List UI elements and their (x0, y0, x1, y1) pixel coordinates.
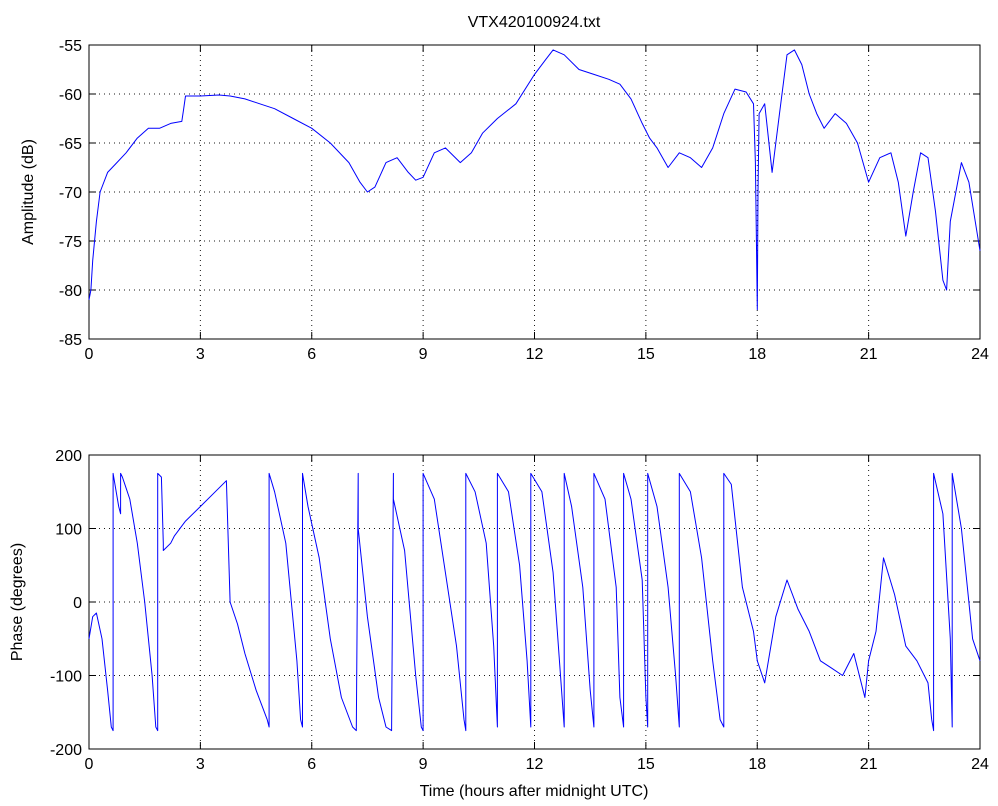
amplitude-y-tick-label: -85 (59, 332, 82, 349)
phase-ticks (88, 454, 981, 750)
amplitude-x-tick-label: 24 (971, 346, 989, 363)
amplitude-series (88, 49, 981, 311)
amplitude-chart-title: VTX420100924.txt (468, 14, 601, 31)
phase-x-tick-label: 3 (196, 756, 205, 773)
amplitude-tick-labels: 0 3 6 9 12 15 18 21 24 -85 -80 -75 -70 -65 -60 -55 (59, 38, 989, 363)
phase-y-tick-label: 200 (55, 448, 82, 465)
amplitude-y-tick-label: -55 (59, 38, 82, 55)
amplitude-y-tick-label: -60 (59, 87, 82, 104)
phase-x-tick-label: 9 (419, 756, 428, 773)
phase-x-tick-label: 21 (860, 756, 878, 773)
amplitude-y-tick-label: -75 (59, 234, 82, 251)
phase-y-tick-label: 0 (73, 595, 82, 612)
amplitude-subplot: 0 3 6 9 12 15 18 21 24 -85 -80 -75 -70 -65 -60 -55 VTX4… (20, 14, 989, 363)
phase-x-tick-label: 18 (748, 756, 766, 773)
phase-y-tick-label: 100 (55, 522, 82, 539)
amplitude-y-tick-label: -70 (59, 185, 82, 202)
amplitude-x-tick-label: 21 (860, 346, 878, 363)
amplitude-x-tick-label: 3 (196, 346, 205, 363)
phase-x-tick-label: 24 (971, 756, 989, 773)
amplitude-ticks (88, 44, 981, 340)
phase-series-line (88, 472, 981, 732)
phase-y-axis-label: Phase (degrees) (9, 543, 26, 661)
phase-tick-labels: 0 3 6 9 12 15 18 21 24 -200 -100 0 100 200 (50, 448, 989, 773)
amplitude-series-line (88, 49, 981, 311)
phase-subplot: 0 3 6 9 12 15 18 21 24 -200 -100 0 100 200 Time (hour… (9, 448, 989, 800)
phase-y-tick-label: -200 (50, 742, 82, 759)
amplitude-x-tick-label: 12 (526, 346, 544, 363)
amplitude-y-axis-label: Amplitude (dB) (20, 139, 37, 245)
amplitude-x-tick-label: 15 (637, 346, 655, 363)
amplitude-y-tick-label: -80 (59, 283, 82, 300)
phase-y-tick-label: -100 (50, 669, 82, 686)
phase-x-tick-label: 12 (526, 756, 544, 773)
phase-x-tick-label: 6 (307, 756, 316, 773)
amplitude-x-tick-label: 9 (419, 346, 428, 363)
amplitude-y-tick-label: -65 (59, 136, 82, 153)
phase-x-axis-label: Time (hours after midnight UTC) (420, 783, 649, 800)
phase-series (88, 472, 981, 732)
phase-x-tick-label: 15 (637, 756, 655, 773)
amplitude-x-tick-label: 0 (85, 346, 94, 363)
amplitude-x-tick-label: 6 (307, 346, 316, 363)
phase-x-tick-label: 0 (85, 756, 94, 773)
amplitude-x-tick-label: 18 (748, 346, 766, 363)
